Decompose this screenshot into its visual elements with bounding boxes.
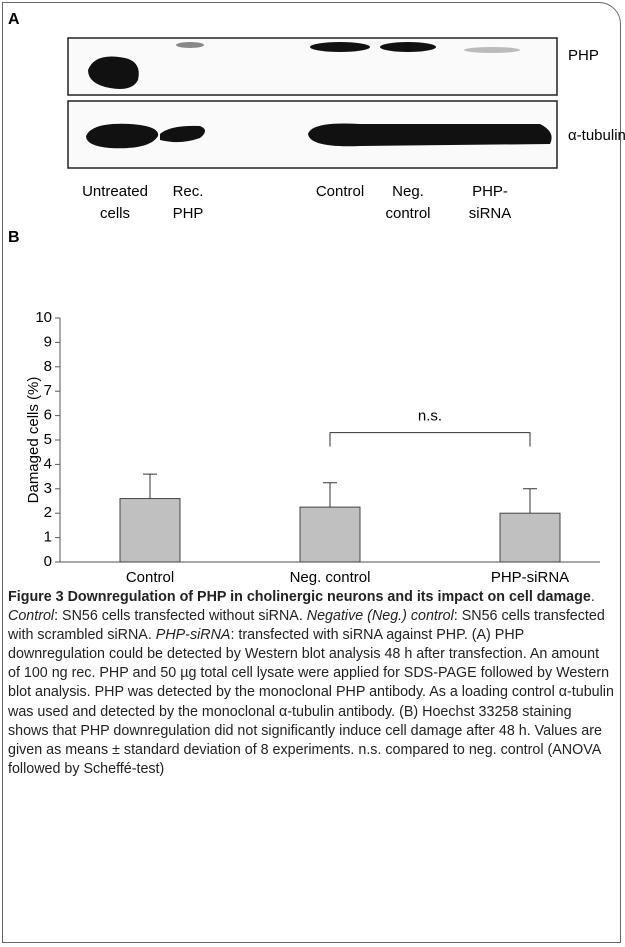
y-tick-label: 8	[44, 358, 52, 375]
caption-term: Negative (Neg.) control	[307, 608, 454, 624]
blot-label: α-tubulin	[568, 127, 625, 144]
blot-label: PHP	[568, 47, 599, 64]
y-tick-label: 6	[44, 407, 52, 424]
caption-text: : SN56 cells transfected without siRNA.	[54, 608, 307, 624]
bracket	[330, 433, 530, 447]
page: A PHP α-tubulin B Damaged cells (%) Untr…	[0, 0, 625, 947]
lane-label: cells	[100, 205, 130, 222]
y-tick-label: 1	[44, 529, 52, 546]
bar	[120, 499, 180, 562]
y-tick-label: 5	[44, 431, 52, 448]
error-bar	[523, 489, 537, 513]
y-tick-label: 10	[35, 309, 52, 326]
y-tick-label: 4	[44, 455, 52, 472]
x-tick-label: Neg. control	[290, 569, 371, 586]
error-bar	[323, 483, 337, 507]
lane-label: Rec.	[173, 183, 204, 200]
lane-label: siRNA	[469, 205, 512, 222]
lane-label: Neg.	[392, 183, 424, 200]
caption-term: Control	[8, 608, 54, 624]
y-tick-label: 0	[44, 553, 52, 570]
caption: Figure 3 Downregulation of PHP in cholin…	[8, 588, 614, 779]
lane-label: PHP-	[472, 183, 508, 200]
x-tick-label: PHP-siRNA	[491, 569, 569, 586]
panel-label: A	[8, 11, 20, 28]
caption-text: .	[591, 589, 595, 605]
lane-label: Control	[316, 183, 364, 200]
caption-text: : transfected with siRNA against PHP. (A…	[8, 627, 614, 777]
figure: A PHP α-tubulin B Damaged cells (%) Untr…	[0, 0, 625, 590]
bar	[500, 513, 560, 562]
error-bar	[143, 474, 157, 498]
caption-term: PHP-siRNA	[156, 627, 231, 643]
x-tick-label: Control	[126, 569, 174, 586]
y-axis-label: Damaged cells (%)	[25, 377, 42, 504]
y-tick-label: 2	[44, 504, 52, 521]
y-tick-label: 3	[44, 480, 52, 497]
annotation: n.s.	[418, 408, 442, 425]
lane-label: control	[385, 205, 430, 222]
lane-label: Untreated	[82, 183, 148, 200]
y-tick-label: 7	[44, 382, 52, 399]
lane-label: PHP	[173, 205, 204, 222]
panel-label: B	[8, 229, 20, 246]
y-tick-label: 9	[44, 333, 52, 350]
bar	[300, 507, 360, 562]
caption-title: Figure 3 Downregulation of PHP in cholin…	[8, 589, 591, 605]
